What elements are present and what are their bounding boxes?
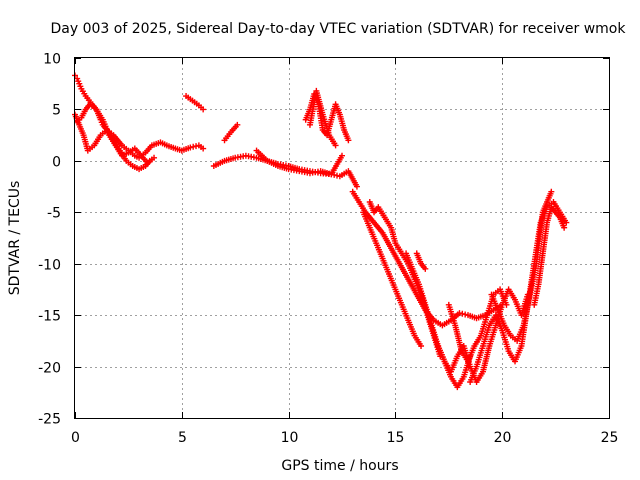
series-arc-q <box>467 199 570 385</box>
data-point <box>548 188 555 195</box>
series-arc-g <box>253 147 345 178</box>
x-tick-label: 20 <box>494 430 512 446</box>
series-arc-a <box>72 72 207 161</box>
x-tick-label: 5 <box>178 430 187 446</box>
x-tick-label: 0 <box>71 430 80 446</box>
series-arc-j <box>349 188 506 329</box>
data-point <box>422 265 429 272</box>
data-point <box>503 301 510 308</box>
axis-ticks <box>75 58 610 419</box>
data-point <box>353 183 360 190</box>
series-arc-f <box>221 121 241 144</box>
y-tick-label: 10 <box>43 52 61 68</box>
series-arc-e <box>210 152 360 190</box>
x-tick-labels: 0 5 10 15 20 25 <box>71 430 618 446</box>
y-tick-label: 5 <box>52 103 61 119</box>
plot-frame <box>74 57 610 419</box>
data-point <box>418 343 425 349</box>
y-axis-label: SDTVAR / TECUs <box>7 181 23 296</box>
data-point <box>234 121 241 128</box>
x-tick-label: 25 <box>601 430 619 446</box>
data-point <box>345 137 352 144</box>
data-point <box>151 154 158 161</box>
data-point <box>200 145 207 152</box>
series-arc-c <box>74 101 158 166</box>
x-tick-label: 15 <box>387 430 405 446</box>
y-tick-label: -10 <box>38 258 61 274</box>
series-arc-n <box>413 250 429 272</box>
x-axis-label: GPS time / hours <box>281 458 398 474</box>
data-point <box>561 224 568 231</box>
y-tick-label: -20 <box>38 361 61 377</box>
series-arc-r <box>488 188 555 344</box>
x-tick-label: 10 <box>281 430 299 446</box>
data-point <box>332 142 339 149</box>
series-arc-d <box>183 93 207 113</box>
data-point <box>200 106 207 113</box>
y-tick-label: 0 <box>52 155 61 171</box>
y-tick-label: -15 <box>38 309 61 325</box>
y-tick-label: -5 <box>47 206 61 222</box>
data-points <box>72 72 570 391</box>
data-point <box>339 152 345 159</box>
series-arc-p <box>445 286 510 365</box>
chart-title: Day 003 of 2025, Sidereal Day-to-day VTE… <box>51 21 627 37</box>
series-arc-k <box>360 209 425 349</box>
data-point <box>563 219 570 226</box>
series-arc-s <box>531 204 568 308</box>
series-arc-i <box>306 87 339 149</box>
y-tick-labels: -25 -20 -15 -10 -5 0 5 10 <box>38 52 61 428</box>
y-tick-label: -25 <box>38 412 61 428</box>
